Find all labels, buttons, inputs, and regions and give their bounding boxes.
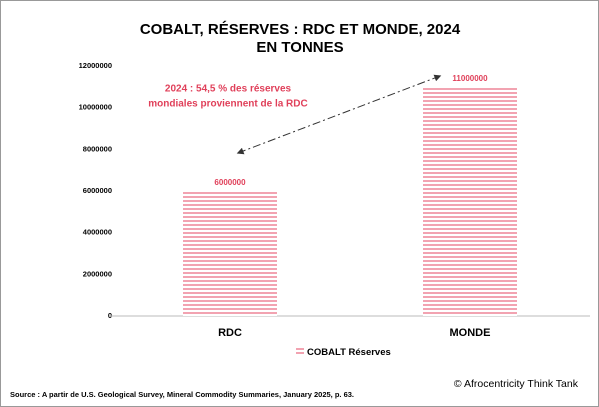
annotation: 2024 : 54,5 % des réserves [165, 84, 292, 95]
data-label: 6000000 [214, 178, 246, 187]
bar [183, 191, 277, 316]
legend-swatch [296, 348, 304, 356]
chart-title: COBALT, RÉSERVES : RDC ET MONDE, 2024 [140, 21, 461, 38]
source: Source : A partir de U.S. Geological Sur… [10, 390, 354, 399]
y-tick-label: 8000000 [83, 144, 112, 153]
annotation-arrow [236, 74, 442, 155]
y-tick-label: 12000000 [79, 61, 112, 70]
bar [423, 86, 517, 316]
y-tick-label: 10000000 [79, 103, 112, 112]
chart-title: EN TONNES [256, 39, 343, 56]
y-tick-label: 0 [108, 311, 112, 320]
y-tick-label: 2000000 [83, 269, 112, 278]
x-tick-label: RDC [218, 327, 242, 339]
credit: © Afrocentricity Think Tank [454, 378, 579, 390]
annotation: mondiales proviennent de la RDC [148, 99, 307, 110]
legend-label: COBALT Réserves [307, 347, 391, 358]
y-tick-label: 6000000 [83, 186, 112, 195]
y-tick-label: 4000000 [83, 228, 112, 237]
x-tick-label: MONDE [450, 327, 491, 339]
data-label: 11000000 [452, 74, 488, 83]
